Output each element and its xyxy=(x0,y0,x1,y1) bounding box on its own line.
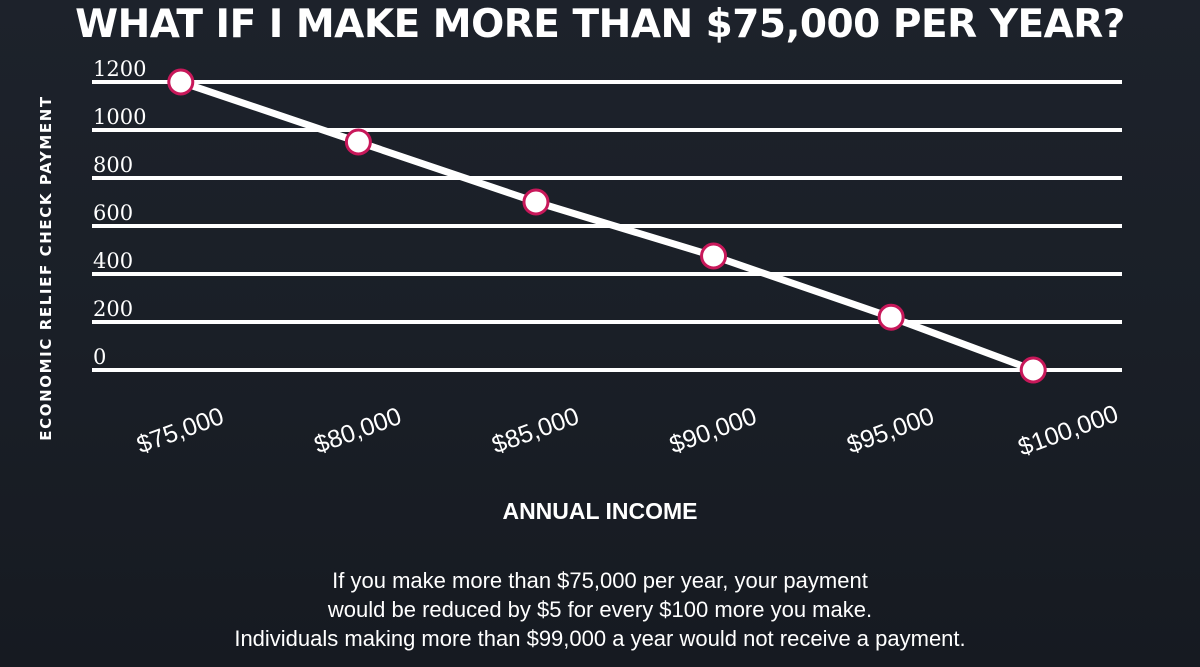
x-tick-label: $95,000 xyxy=(843,402,938,459)
caption: If you make more than $75,000 per year, … xyxy=(0,566,1200,653)
caption-line-2: would be reduced by $5 for every $100 mo… xyxy=(327,597,873,622)
series-line xyxy=(177,78,1037,374)
caption-line-1: If you make more than $75,000 per year, … xyxy=(332,568,868,593)
y-tick-label: 1200 xyxy=(93,57,146,81)
chart-title: WHAT IF I MAKE MORE THAN $75,000 PER YEA… xyxy=(75,2,1125,47)
x-tick-label: $80,000 xyxy=(311,402,406,459)
x-tick-label: $90,000 xyxy=(666,402,761,459)
data-point xyxy=(700,242,728,270)
x-tick-label: $100,000 xyxy=(1014,400,1122,462)
y-tick-label: 0 xyxy=(93,345,106,369)
y-tick-label: 1000 xyxy=(93,105,146,129)
data-point xyxy=(522,188,550,216)
data-point xyxy=(877,303,905,331)
y-tick-label: 600 xyxy=(93,201,133,225)
x-axis-label: ANNUAL INCOME xyxy=(502,498,698,524)
caption-line-3: Individuals making more than $99,000 a y… xyxy=(234,626,966,651)
data-point xyxy=(167,68,195,96)
y-tick-label: 400 xyxy=(93,249,133,273)
data-point xyxy=(344,128,372,156)
data-point xyxy=(1019,356,1047,384)
y-tick-label: 200 xyxy=(93,297,133,321)
x-tick-label: $75,000 xyxy=(133,402,228,459)
x-tick-label: $85,000 xyxy=(488,402,583,459)
y-tick-label: 800 xyxy=(93,153,133,177)
